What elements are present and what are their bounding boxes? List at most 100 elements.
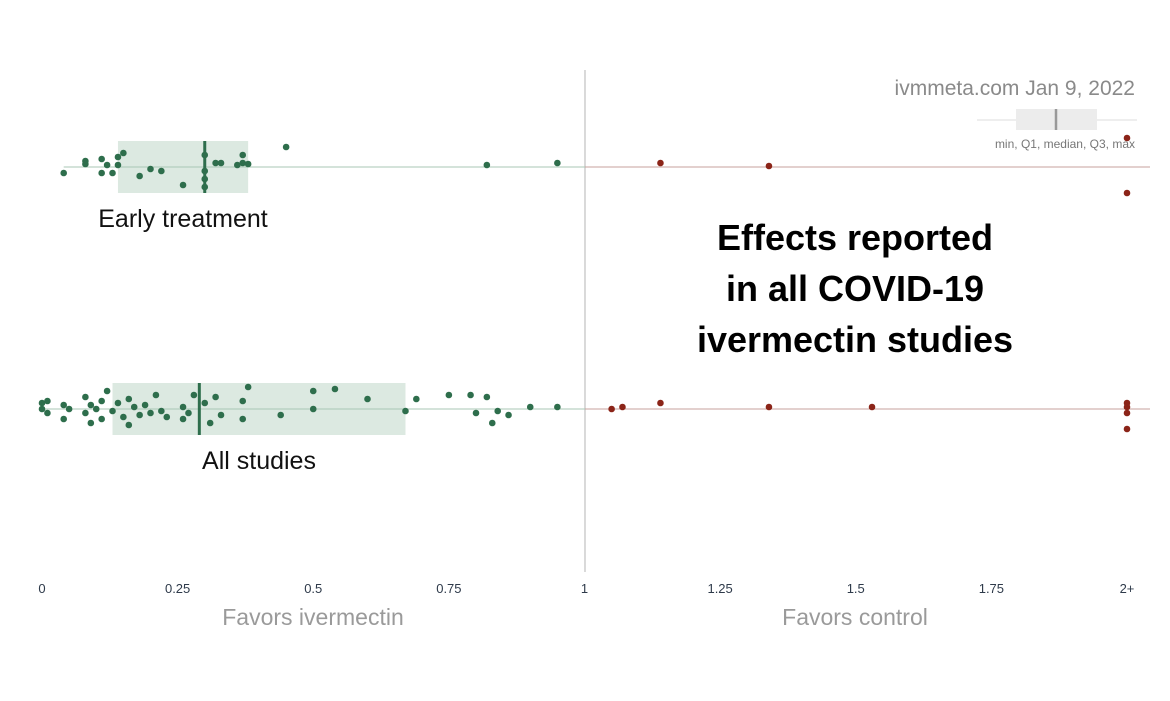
study-point [494, 407, 502, 415]
group-label-early-treatment: Early treatment [98, 205, 268, 233]
study-point [98, 397, 105, 405]
study-point [179, 403, 187, 411]
study-point [103, 387, 111, 395]
study-point [60, 401, 67, 409]
study-rows [38, 134, 1150, 435]
study-point [82, 393, 89, 401]
study-point [98, 155, 105, 163]
x-axis-ticks: 0 0.25 0.5 0.75 1 1.25 1.5 1.75 2+ [38, 581, 1134, 596]
study-point [87, 419, 95, 427]
study-point [141, 401, 149, 409]
study-point [60, 169, 67, 177]
study-point [413, 395, 420, 403]
study-point [44, 409, 51, 417]
study-point [239, 415, 247, 423]
group-label-all-studies: All studies [202, 447, 316, 475]
study-point [402, 407, 409, 415]
chart-title-line-2: in all COVID-19 [726, 268, 984, 309]
study-point [282, 143, 290, 151]
study-point [554, 403, 561, 411]
study-point [201, 183, 209, 191]
study-point [109, 169, 116, 177]
study-point [201, 151, 209, 159]
study-point [364, 395, 371, 403]
study-point [212, 159, 219, 167]
study-point [483, 161, 491, 169]
box-legend: min, Q1, median, Q3, max [977, 109, 1137, 151]
study-point [239, 151, 247, 159]
study-point [82, 409, 89, 417]
favors-ivermectin-label: Favors ivermectin [222, 604, 403, 630]
study-point [125, 421, 133, 429]
study-point [82, 157, 89, 165]
study-point [120, 413, 127, 421]
study-point [44, 397, 51, 405]
study-point [239, 397, 247, 405]
favors-control-label: Favors control [782, 604, 928, 630]
study-point [217, 159, 225, 167]
study-point [1123, 189, 1131, 197]
study-point [1123, 399, 1131, 407]
study-point [505, 411, 512, 419]
study-point [125, 395, 133, 403]
chart-title-line-1: Effects reported [717, 217, 993, 258]
study-point [201, 175, 209, 183]
study-point [483, 393, 491, 401]
study-point [201, 167, 209, 175]
row-early-treatment [60, 134, 1150, 197]
x-tick-label: 2+ [1120, 581, 1135, 596]
study-point [114, 399, 122, 407]
study-point [103, 161, 111, 169]
study-point [38, 405, 46, 413]
study-point [244, 160, 252, 168]
study-point [234, 161, 241, 169]
x-tick-label: 0 [38, 581, 45, 596]
study-point [277, 411, 285, 419]
study-point [472, 409, 480, 417]
study-point [554, 159, 561, 167]
study-point [136, 411, 143, 419]
study-point [163, 413, 171, 421]
x-tick-label: 1.5 [847, 581, 865, 596]
study-point [657, 159, 664, 167]
x-tick-label: 1.25 [707, 581, 732, 596]
study-point [87, 401, 95, 409]
study-point [158, 167, 165, 175]
study-point [619, 403, 626, 411]
study-point [206, 419, 214, 427]
study-point [98, 415, 105, 423]
study-point [445, 391, 453, 399]
study-point [136, 172, 143, 180]
x-tick-label: 0.5 [304, 581, 322, 596]
study-point [239, 159, 247, 167]
study-point [765, 403, 773, 411]
study-point [1123, 409, 1131, 417]
source-label: ivmmeta.com Jan 9, 2022 [895, 77, 1135, 100]
x-tick-label: 1.75 [979, 581, 1004, 596]
study-point [179, 415, 187, 423]
chart-title-line-3: ivermectin studies [697, 319, 1013, 360]
study-point [65, 405, 73, 413]
row-all-studies [38, 383, 1150, 435]
study-point [212, 393, 219, 401]
x-tick-label: 0.75 [436, 581, 461, 596]
study-point [114, 153, 122, 161]
study-point [526, 403, 534, 411]
study-point [130, 403, 138, 411]
study-point [92, 405, 100, 413]
study-point [331, 385, 339, 393]
x-tick-label: 1 [581, 581, 588, 596]
study-point [60, 415, 67, 423]
study-point [608, 405, 615, 413]
study-point [114, 161, 122, 169]
study-point [190, 391, 198, 399]
study-point [158, 407, 165, 415]
study-point [467, 391, 474, 399]
study-point [765, 162, 773, 170]
study-point [244, 383, 252, 391]
study-point [98, 169, 105, 177]
study-point [147, 165, 154, 173]
legend-caption: min, Q1, median, Q3, max [995, 137, 1135, 151]
study-point [1123, 425, 1131, 433]
